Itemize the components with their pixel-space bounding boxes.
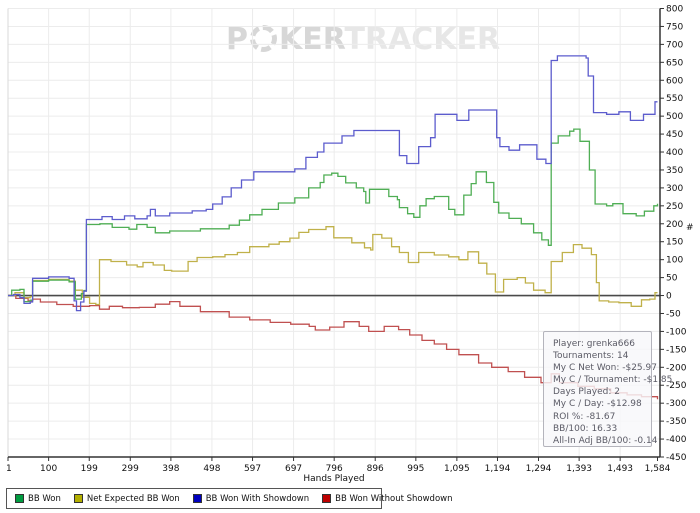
series-line-bb-won-with-showdown (8, 55, 658, 312)
x-tick-label: 199 (81, 464, 98, 474)
legend: BB Won Net Expected BB Won BB Won With Sho… (6, 488, 453, 509)
y-tick-label: -400 (666, 435, 687, 445)
x-tick-label: 1,493 (607, 464, 633, 474)
y-tick-label: 300 (666, 184, 683, 194)
x-tick-label: 398 (162, 464, 179, 474)
info-box-line: Days Played: 2 (553, 387, 620, 398)
y-tick-label: 50 (666, 274, 678, 284)
info-box-line: ROI %: -81.67 (553, 411, 616, 422)
y-tick-label: -300 (666, 399, 687, 409)
legend-item: Net Expected BB Won (73, 493, 180, 504)
y-tick-label: 350 (666, 166, 683, 176)
watermark-poker-text2: KER (279, 22, 345, 57)
info-box-line: Tournaments: 14 (553, 351, 629, 362)
y-tick-label: 700 (666, 40, 683, 50)
y-tick-label: 150 (666, 238, 683, 248)
info-box-line: My C Net Won: -$25.97 (553, 363, 657, 374)
y-tick-label: 600 (666, 76, 683, 86)
pokertracker-watermark: P KERTRACKER (226, 22, 500, 57)
y-tick-label: 450 (666, 130, 683, 140)
x-tick-label: 896 (367, 464, 384, 474)
x-tick-label: 697 (285, 464, 302, 474)
x-axis-title: Hands Played (303, 474, 364, 484)
y-tick-label: -50 (666, 309, 681, 319)
x-tick-label: 100 (40, 464, 57, 474)
legend-label: BB Won (28, 493, 61, 504)
legend-label: BB Won With Showdown (205, 493, 310, 504)
x-tick-label: 796 (326, 464, 343, 474)
legend-item: BB Won (15, 494, 61, 504)
y-tick-label: 0 (666, 292, 672, 302)
x-tick-label: 498 (203, 464, 220, 474)
info-box-line: My C / Tournament: -$1.85 (553, 375, 673, 386)
y-tick-label: 650 (666, 58, 683, 68)
legend-label: Net Expected BB Won (86, 493, 180, 504)
y-tick-label: 750 (666, 22, 683, 32)
info-box-line: Player: grenka666 (553, 339, 635, 349)
y-tick-label: -100 (666, 327, 687, 337)
info-box: Player: grenka666 Tournaments: 14 My C Net… (543, 331, 673, 447)
legend-item: BB Won With Showdown (192, 493, 310, 504)
y-tick-label: 800 (666, 5, 683, 15)
y-tick-label: -450 (666, 453, 687, 463)
x-tick-label: 1,393 (566, 464, 592, 474)
x-tick-label: 1,294 (526, 464, 552, 474)
series-line-bb-won (8, 128, 659, 303)
legend-swatch-icon (322, 494, 332, 503)
y-tick-label: -150 (666, 345, 687, 355)
x-tick-label: 1,584 (645, 464, 671, 474)
series-line-net-expected-bb-won (8, 226, 658, 307)
info-box-line: All-In Adj BB/100: -0.14 (553, 435, 658, 446)
watermark-poker-text: P (226, 22, 248, 57)
x-tick-label: 1,095 (444, 464, 470, 474)
y-axis-title: # (686, 223, 694, 233)
legend-swatch-icon (192, 494, 202, 503)
y-tick-label: -250 (666, 381, 687, 391)
legend-swatch-icon (73, 494, 83, 503)
x-tick-label: 1,194 (485, 464, 511, 474)
info-box-line: BB/100: 16.33 (553, 423, 618, 434)
y-tick-label: 400 (666, 148, 683, 158)
y-tick-label: 200 (666, 220, 683, 230)
x-tick-label: 995 (407, 464, 424, 474)
y-tick-label: 500 (666, 112, 683, 122)
y-tick-label: 250 (666, 202, 683, 212)
watermark-tracker-text: TRACKER (344, 22, 501, 57)
y-tick-label: -350 (666, 417, 687, 427)
x-tick-label: 1 (6, 464, 12, 474)
info-box-line: My C / Day: -$12.98 (553, 399, 642, 410)
x-tick-label: 299 (122, 464, 139, 474)
legend-label: BB Won Without Showdown (335, 493, 453, 504)
legend-swatch-icon (15, 494, 24, 503)
y-tick-label: -200 (666, 363, 687, 373)
legend-item: BB Won Without Showdown (322, 493, 453, 504)
y-tick-label: 550 (666, 94, 683, 104)
y-tick-label: 100 (666, 256, 683, 266)
x-tick-label: 597 (244, 464, 261, 474)
